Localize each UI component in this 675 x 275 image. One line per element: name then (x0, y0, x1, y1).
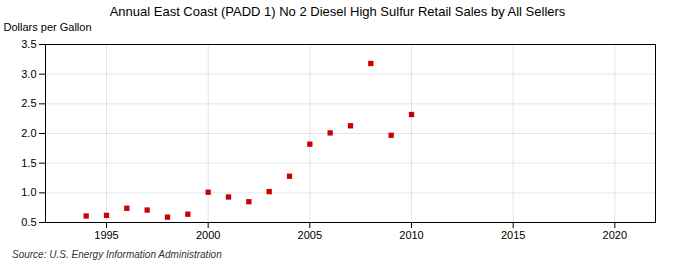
svg-text:0.5: 0.5 (21, 216, 36, 228)
svg-text:2000: 2000 (196, 229, 220, 241)
svg-text:Dollars per Gallon: Dollars per Gallon (4, 21, 92, 33)
html-text:Source: U.S. Energy Informatio: Source: U.S. Energy Information Administ… (12, 249, 222, 260)
svg-text:1.5: 1.5 (21, 157, 36, 169)
svg-text:1995: 1995 (94, 229, 118, 241)
svg-text:3.0: 3.0 (21, 68, 36, 80)
svg-text:2010: 2010 (399, 229, 423, 241)
svg-text:3.5: 3.5 (21, 38, 36, 50)
html-text:Annual East Coast (PADD 1) No: Annual East Coast (PADD 1) No 2 Diesel H… (109, 4, 566, 19)
svg-text:2015: 2015 (501, 229, 525, 241)
svg-text:2.5: 2.5 (21, 97, 36, 109)
svg-text:2005: 2005 (298, 229, 322, 241)
svg-text:2020: 2020 (603, 229, 627, 241)
svg-text:1.0: 1.0 (21, 186, 36, 198)
svg-text:2.0: 2.0 (21, 127, 36, 139)
